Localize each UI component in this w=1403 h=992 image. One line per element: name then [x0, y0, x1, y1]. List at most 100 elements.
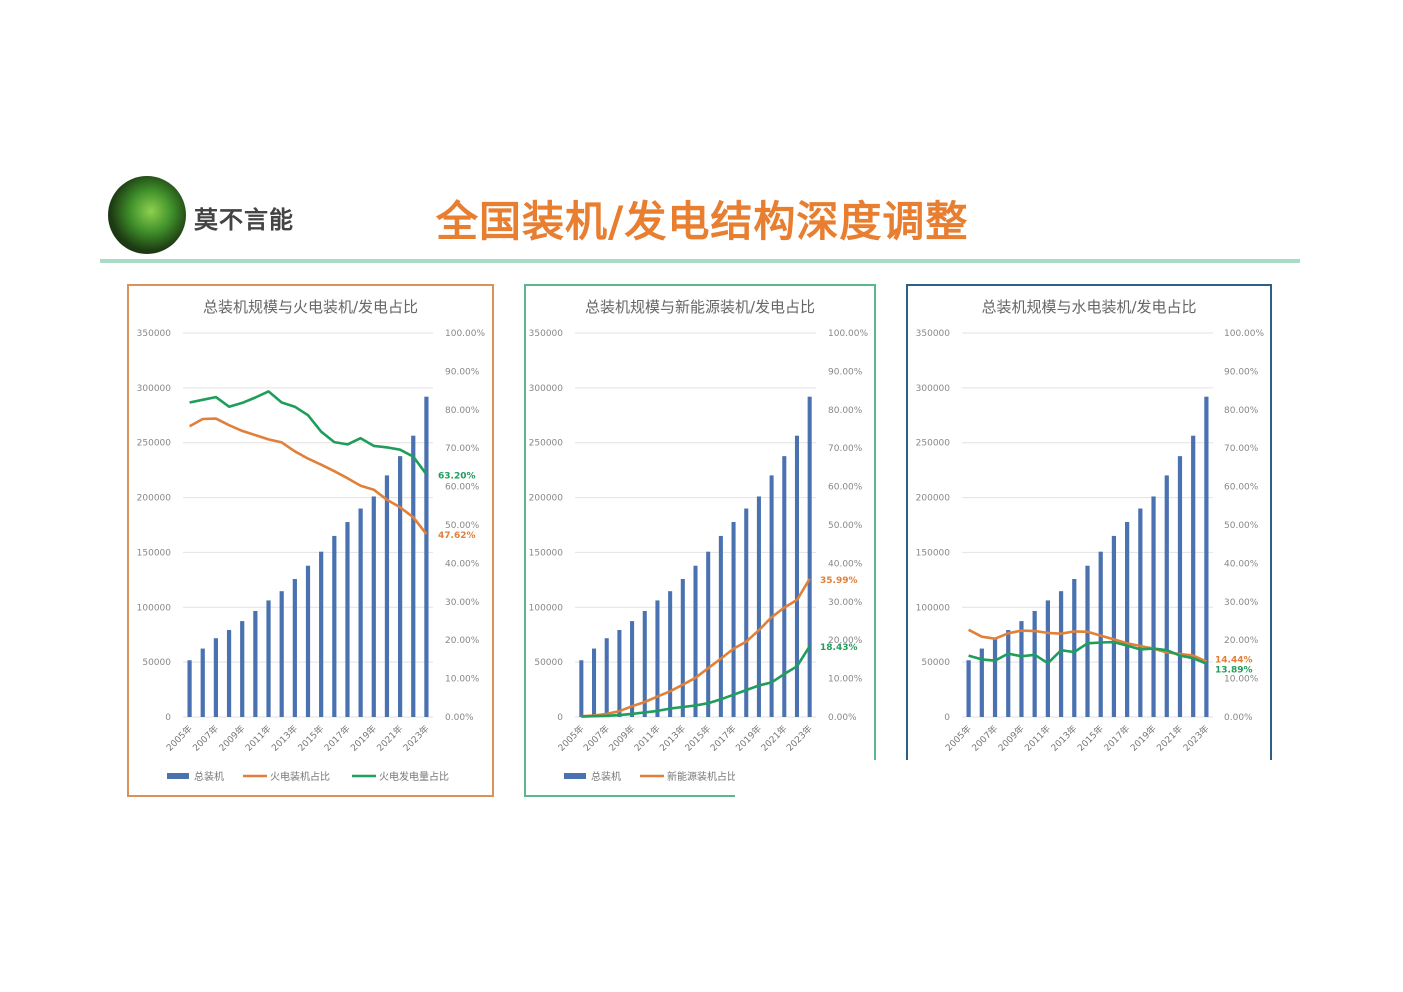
y-right-tick-label: 0.00% — [1224, 713, 1253, 723]
x-tick-label: 2005年 — [943, 723, 974, 754]
y-right-tick-label: 0.00% — [445, 713, 474, 723]
x-tick-label: 2005年 — [164, 723, 195, 754]
bar — [744, 508, 749, 717]
y-left-tick-label: 300000 — [916, 384, 951, 394]
bar — [213, 638, 218, 717]
series-line — [581, 645, 811, 718]
chart-hydro: 总装机规模与水电装机/发电占比 0 50000 100000 150000 200000 2… — [906, 284, 1272, 797]
y-right-tick-label: 80.00% — [1224, 406, 1259, 416]
y-right-tick-label: 20.00% — [445, 636, 480, 646]
bar — [319, 551, 324, 717]
y-right-tick-label: 50.00% — [1224, 521, 1259, 531]
y-right-tick-label: 40.00% — [1224, 559, 1259, 569]
bar — [1019, 621, 1024, 717]
y-right-tick-label: 90.00% — [1224, 367, 1259, 377]
x-tick-label: 2009年 — [216, 723, 247, 754]
x-tick-label: 2021年 — [374, 723, 405, 754]
series-line — [188, 417, 428, 535]
y-right-tick-label: 70.00% — [445, 444, 480, 454]
bar — [1072, 579, 1077, 717]
bar — [1138, 508, 1143, 717]
y-right-tick-label: 90.00% — [445, 367, 480, 377]
bar — [1177, 456, 1183, 717]
legend-label: 总装机 — [591, 770, 621, 783]
x-tick-label: 2013年 — [269, 723, 300, 754]
bar — [693, 565, 698, 717]
chart-border — [524, 284, 876, 797]
y-right-tick-label: 60.00% — [1224, 483, 1259, 493]
x-tick-label: 2019年 — [1128, 723, 1159, 754]
y-right-tick-label: 100.00% — [445, 329, 485, 339]
y-right-tick-label: 80.00% — [445, 406, 480, 416]
bar — [680, 579, 685, 717]
bar — [266, 600, 271, 717]
x-tick-label: 2007年 — [581, 723, 612, 754]
bar — [371, 496, 376, 717]
series-line — [581, 578, 811, 718]
page-title: 全国装机/发电结构深度调整 — [436, 197, 969, 246]
bar — [226, 630, 232, 717]
bar — [655, 600, 660, 717]
y-right-tick-label: 60.00% — [828, 483, 863, 493]
y-left-tick-label: 200000 — [529, 494, 564, 504]
x-tick-label: 2019年 — [733, 723, 764, 754]
x-tick-label: 2005年 — [555, 723, 586, 754]
x-tick-label: 2015年 — [682, 723, 713, 754]
y-right-tick-label: 30.00% — [828, 598, 863, 608]
chart-thermal: 总装机规模与火电装机/发电占比 0 50000 100000 150000 200000 2… — [127, 284, 494, 797]
bar — [292, 579, 297, 717]
y-left-tick-label: 150000 — [137, 548, 172, 558]
y-right-tick-label: 0.00% — [828, 713, 857, 723]
chart-new-energy: 总装机规模与新能源装机/发电占比 0 50000 100000 150000 200000… — [524, 284, 876, 797]
x-tick-label: 2013年 — [657, 723, 688, 754]
y-left-tick-label: 100000 — [916, 603, 951, 613]
y-left-tick-label: 150000 — [529, 548, 564, 558]
chart-panel-thermal: 总装机规模与火电装机/发电占比 0 50000 100000 150000 200000 2… — [127, 284, 494, 797]
x-tick-label: 2007年 — [969, 723, 1000, 754]
y-right-tick-label: 20.00% — [828, 636, 863, 646]
y-left-tick-label: 250000 — [137, 439, 172, 449]
bar — [794, 435, 800, 717]
bar — [240, 621, 245, 717]
data-label: 13.89% — [1215, 666, 1253, 676]
chart-panel-hydro: 总装机规模与水电装机/发电占比 0 50000 100000 150000 200000 2… — [906, 284, 1272, 797]
bar — [630, 621, 635, 717]
bar — [668, 591, 673, 717]
x-tick-label: 2013年 — [1048, 723, 1079, 754]
y-right-tick-label: 20.00% — [1224, 636, 1259, 646]
y-left-tick-label: 250000 — [916, 439, 951, 449]
x-tick-label: 2011年 — [1022, 723, 1053, 754]
bar — [332, 535, 337, 717]
title-divider — [100, 259, 1300, 263]
x-tick-label: 2017年 — [708, 723, 739, 754]
x-tick-label: 2011年 — [243, 723, 274, 754]
brand-name: 莫不言能 — [194, 206, 294, 234]
data-label: 18.43% — [820, 643, 858, 653]
y-right-tick-label: 40.00% — [828, 559, 863, 569]
y-left-tick-label: 250000 — [529, 439, 564, 449]
legend-swatch — [564, 773, 586, 779]
bar — [591, 648, 597, 717]
x-tick-label: 2019年 — [348, 723, 379, 754]
x-tick-label: 2017年 — [322, 723, 353, 754]
bar — [398, 456, 403, 717]
data-label: 14.44% — [1215, 656, 1253, 666]
chart-title: 总装机规模与火电装机/发电占比 — [203, 298, 418, 316]
x-tick-label: 2015年 — [295, 723, 326, 754]
y-left-tick-label: 50000 — [534, 658, 563, 668]
legend-label: 火电发电量占比 — [379, 770, 449, 783]
bar — [604, 638, 609, 717]
y-right-tick-label: 90.00% — [828, 367, 863, 377]
bar — [253, 610, 258, 717]
y-left-tick-label: 300000 — [137, 384, 172, 394]
bar — [305, 565, 311, 717]
bar — [756, 496, 761, 717]
bar — [992, 638, 998, 717]
bar — [411, 435, 416, 717]
data-label: 35.99% — [820, 576, 858, 586]
x-tick-label: 2021年 — [1154, 723, 1185, 754]
y-left-tick-label: 100000 — [529, 603, 564, 613]
x-tick-label: 2023年 — [1180, 723, 1211, 754]
y-right-tick-label: 30.00% — [445, 598, 480, 608]
series-line — [968, 640, 1207, 665]
